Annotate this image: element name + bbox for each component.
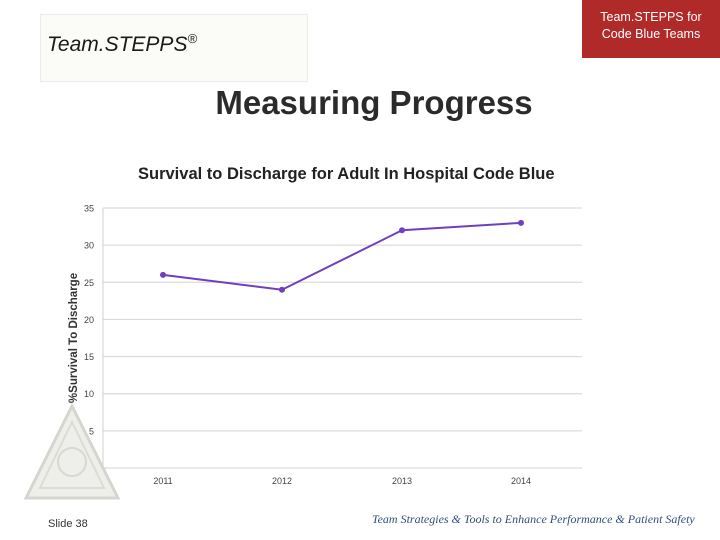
data-point: [160, 271, 166, 278]
data-point: [399, 227, 405, 234]
x-tick-label: 2011: [153, 476, 172, 486]
x-tick-label: 2012: [272, 476, 292, 486]
y-tick-label: 25: [84, 278, 94, 288]
y-tick-label: 15: [84, 352, 94, 362]
x-tick-label: 2013: [392, 476, 412, 486]
footer-tagline: Team Strategies & Tools to Enhance Perfo…: [372, 512, 695, 526]
header-logo-box: Team.STEPPS®: [40, 14, 308, 82]
corner-banner-text: Team.STEPPS for Code Blue Teams: [600, 10, 702, 41]
y-tick-label: 35: [84, 204, 94, 214]
y-tick-label: 30: [84, 241, 94, 251]
slide-title: Measuring Progress: [215, 84, 533, 121]
slide-number: Slide 38: [48, 518, 88, 530]
teamstepps-triangle-icon: [23, 402, 121, 500]
data-point: [279, 286, 285, 293]
chart-gridlines: [103, 207, 582, 469]
series-line: [162, 221, 522, 291]
logo-text: Team.STEPPS®: [47, 31, 198, 56]
corner-banner: Team.STEPPS for Code Blue Teams: [582, 0, 720, 58]
y-tick-label: 10: [84, 389, 94, 399]
x-tick-labels: 2011 2012 2013 2014: [153, 476, 531, 486]
series-group: [160, 219, 524, 293]
line-chart: %Survival To Discharge 05101520253035 20…: [68, 204, 582, 486]
registered-mark: ®: [187, 31, 198, 46]
chart-title: Survival to Discharge for Adult In Hospi…: [138, 165, 555, 183]
y-tick-label: 20: [84, 315, 94, 325]
y-axis-label: %Survival To Discharge: [68, 273, 80, 403]
data-point: [518, 219, 524, 226]
y-tick-label: 5: [89, 426, 94, 436]
x-tick-label: 2014: [511, 476, 531, 486]
